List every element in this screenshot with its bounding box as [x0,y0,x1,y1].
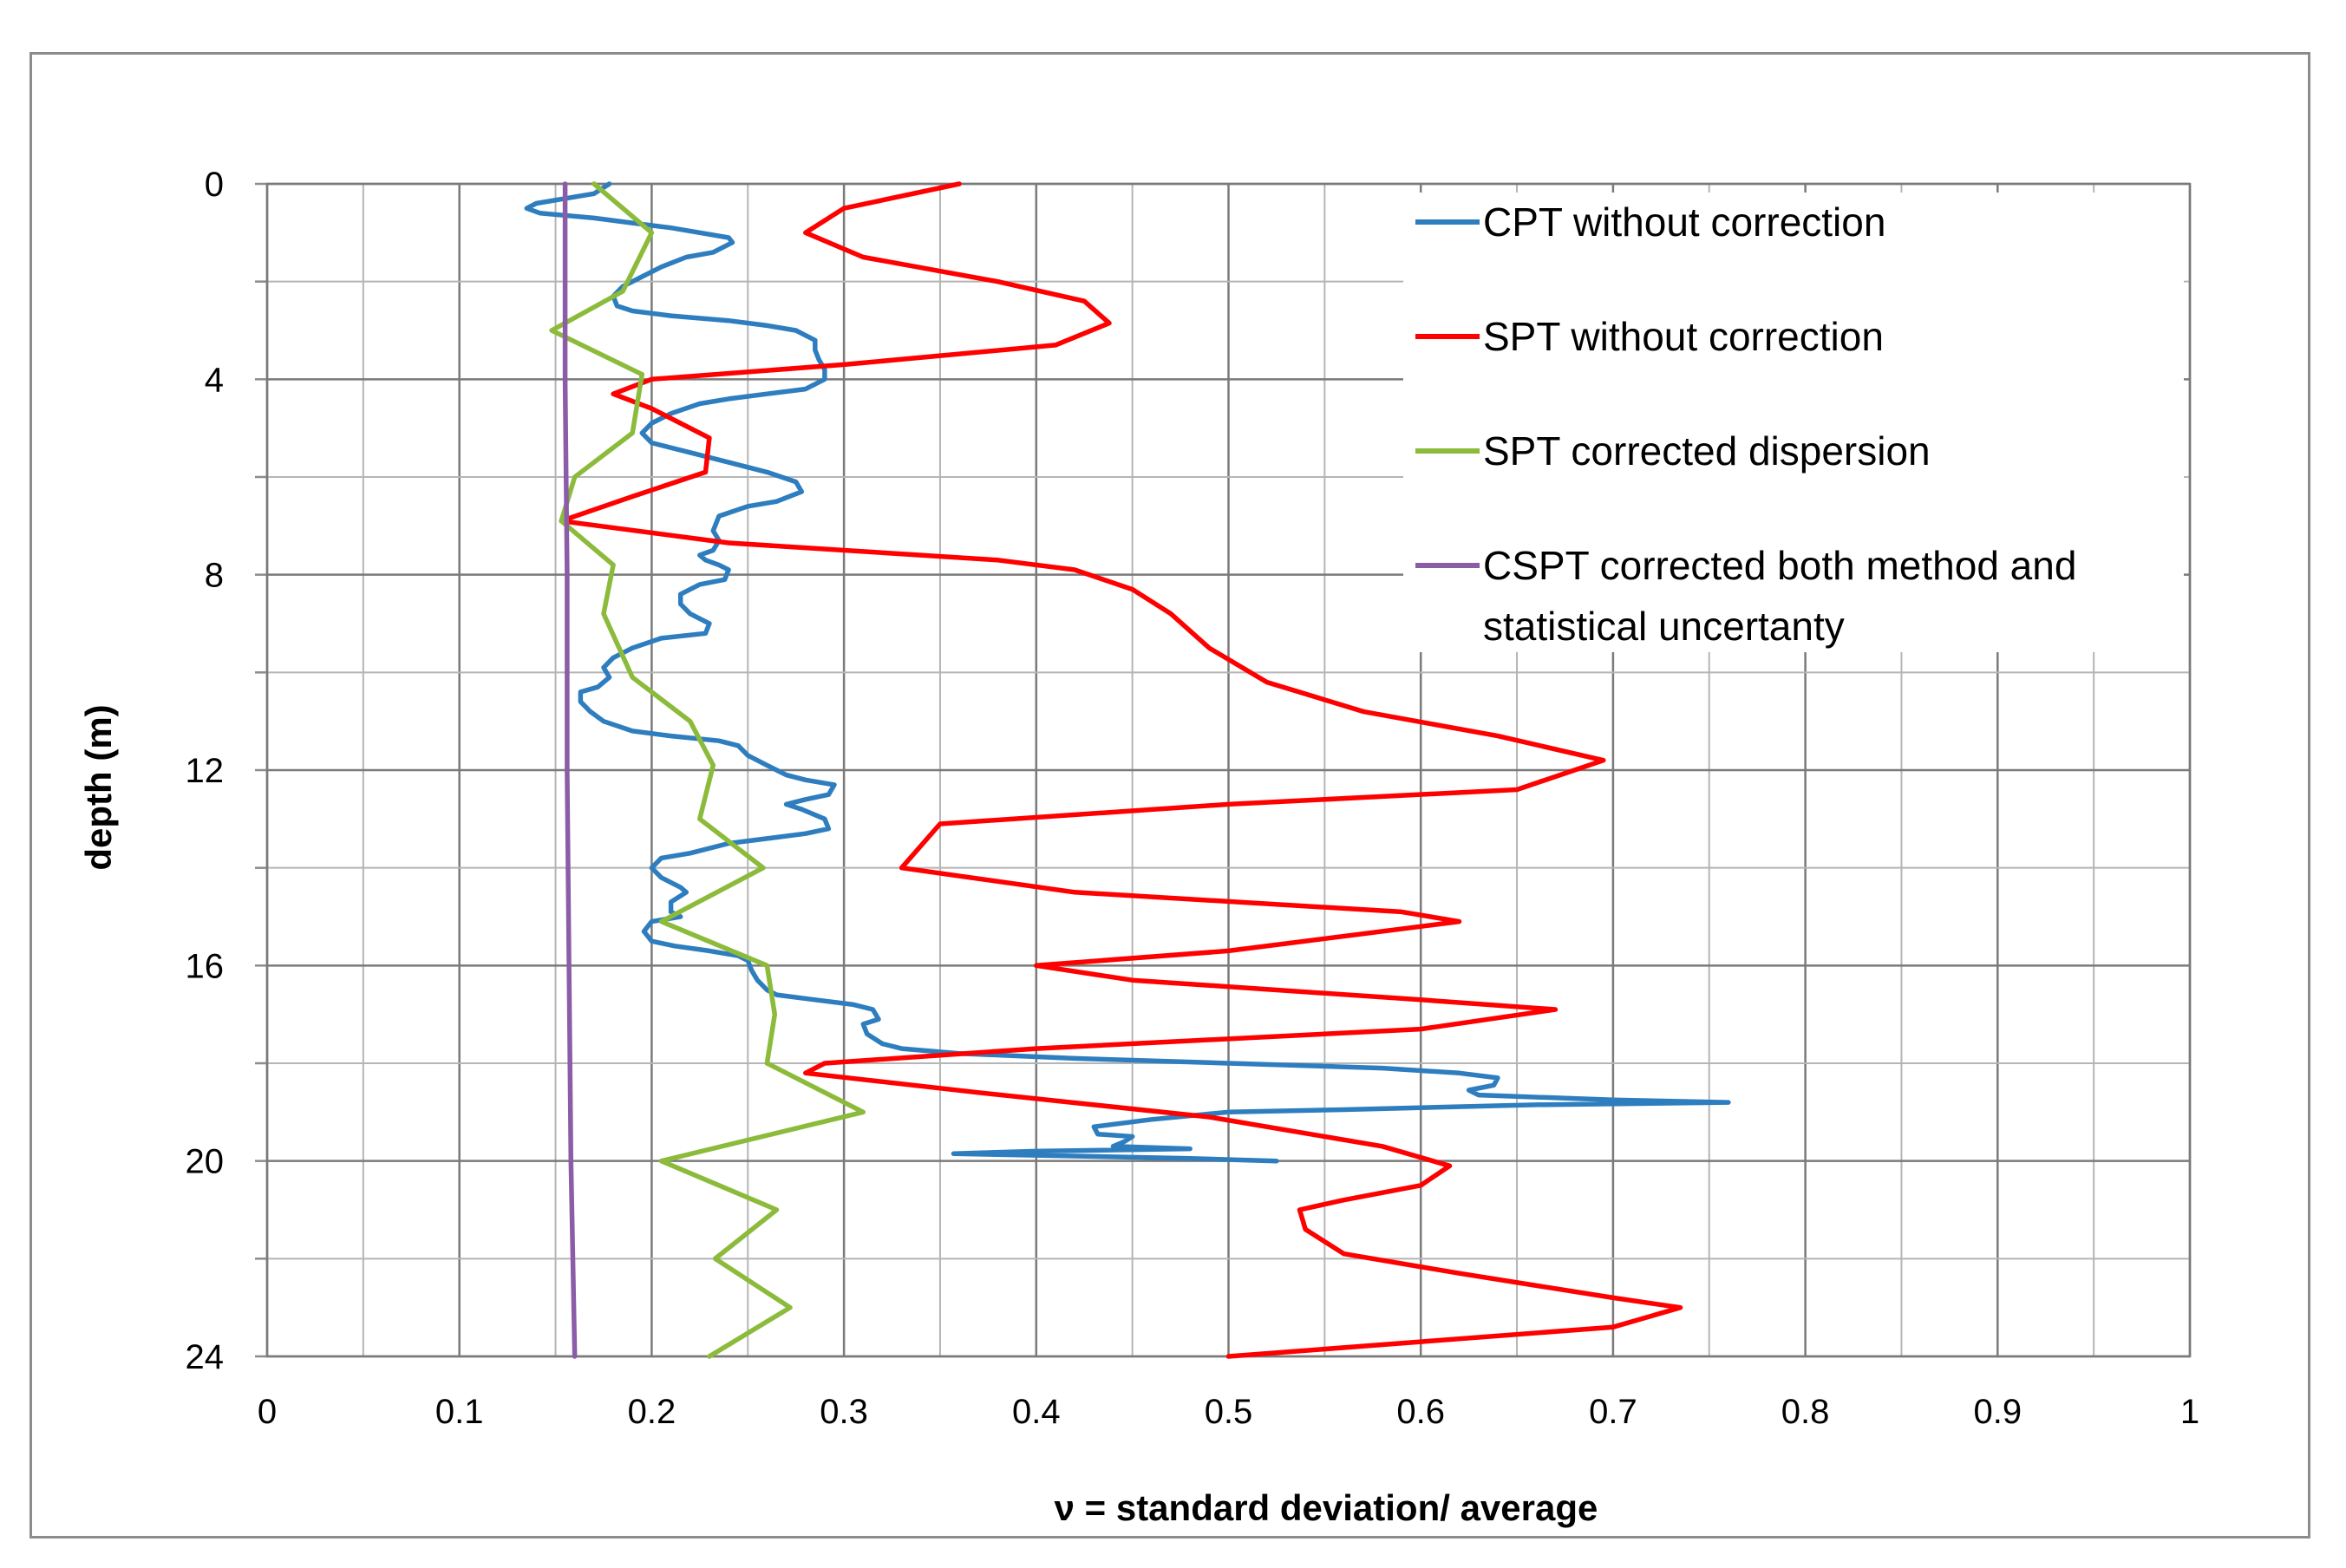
y-axis-title: depth (m) [78,704,119,870]
spt-corrected-series-line [549,181,866,1359]
y-tick-label: 12 [186,752,225,790]
y-tick-label: 4 [205,361,224,399]
x-tick-label: 0 [258,1393,277,1431]
cspt-series-line [562,181,578,1359]
y-tick-label: 20 [186,1143,225,1181]
x-tick-label: 0.9 [1973,1393,2022,1431]
x-tick-label: 0.3 [820,1393,868,1431]
x-axis-title: ν = standard deviation/ average [1055,1487,1598,1528]
x-tick-label: 1 [2180,1393,2199,1431]
legend-label-spt-corrected: SPT corrected dispersion [1483,428,1931,474]
x-tick-label: 0.5 [1205,1393,1253,1431]
x-tick-label: 0.6 [1396,1393,1445,1431]
legend-label-spt: SPT without correction [1483,314,1884,359]
y-tick-label: 8 [205,557,224,595]
legend-label-cpt: CPT without correction [1483,199,1885,245]
legend: CPT without correction SPT without correc… [1403,193,2184,652]
x-tick-label: 0.7 [1589,1393,1637,1431]
x-tick-label: 0.1 [435,1393,484,1431]
y-tick-label: 16 [186,947,225,985]
tick-labels: 0 0.1 0.2 0.3 0.4 0.5 0.6 0.7 0.8 0.9 1 0 4 8 12 16 20 24 [186,166,2200,1431]
y-tick-label: 0 [205,166,224,204]
legend-label-cspt: CSPT corrected both method and statistica… [1483,543,2076,649]
legend-background [1403,193,2184,652]
series-layer [524,181,1731,1359]
cpt-series-line [524,181,1731,1164]
x-tick-label: 0.2 [628,1393,676,1431]
x-tick-label: 0.8 [1781,1393,1830,1431]
y-tick-label: 24 [186,1338,225,1376]
x-tick-label: 0.4 [1012,1393,1061,1431]
